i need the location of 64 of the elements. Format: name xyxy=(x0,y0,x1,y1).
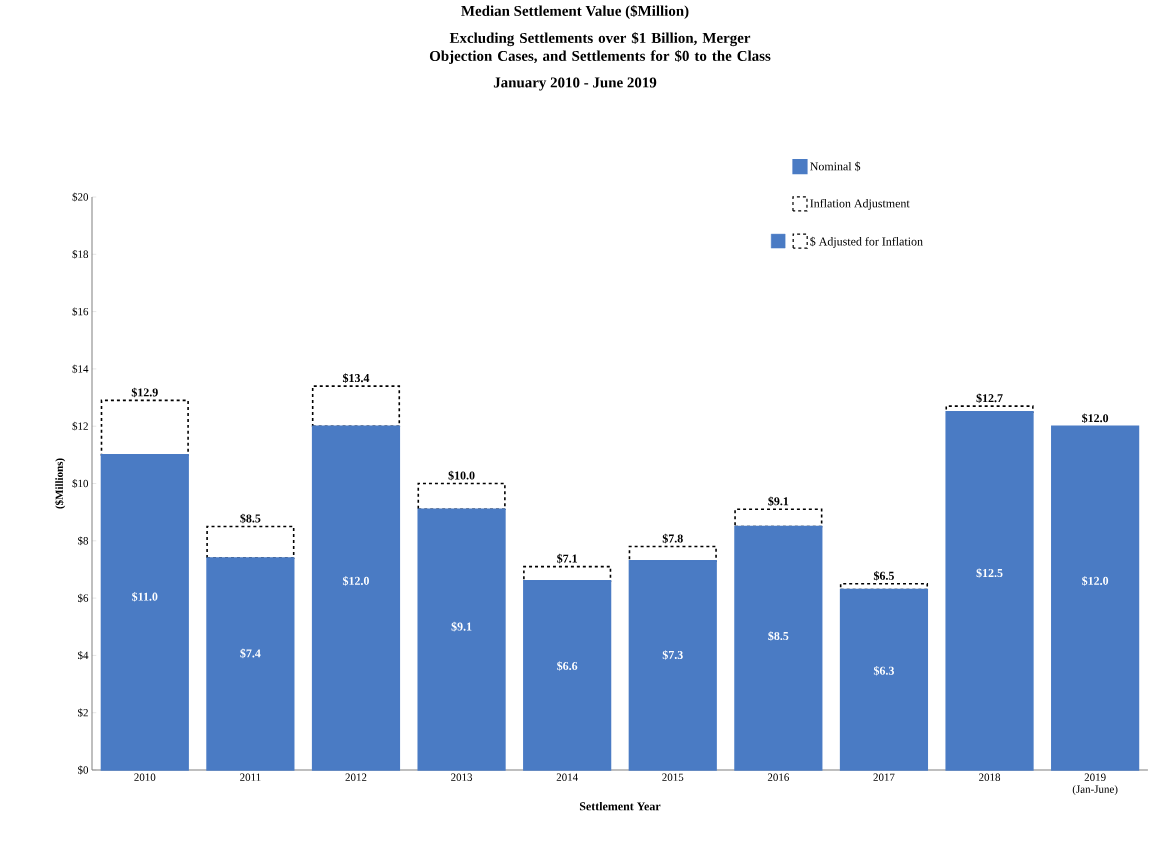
x-tick-label: 2018 xyxy=(979,773,1001,781)
x-tick-label: 2016 xyxy=(767,773,789,781)
legend-label: Nominal $ xyxy=(810,161,861,172)
legend-label: Inflation Adjustment xyxy=(810,198,910,210)
data-label: $6.3 xyxy=(873,665,894,676)
annotation: $ Adjusted for Inflation xyxy=(810,236,923,248)
data-label: $6.6 xyxy=(557,661,578,671)
data-label: $7.4 xyxy=(240,648,261,659)
data-label: $9.1 xyxy=(451,621,472,632)
bar xyxy=(311,425,401,771)
bar xyxy=(206,557,295,771)
bar xyxy=(734,525,823,771)
bar xyxy=(417,482,506,511)
bar xyxy=(311,385,401,428)
chart-subtitle: Excluding Settlements over $1 Billion, Merger Objection Cases, and Settlements for $0 to the Class xyxy=(429,32,771,64)
total-label: $12.0 xyxy=(1082,413,1109,423)
x-tick-label: 2012 xyxy=(345,773,367,781)
chart-title: Median Settlement Value ($Million) xyxy=(461,5,689,20)
total-label: $6.5 xyxy=(873,571,894,581)
x-tick-label: 2017 xyxy=(873,773,895,781)
y-tick-label: $16 xyxy=(72,307,89,316)
total-label: $9.1 xyxy=(768,496,789,507)
y-tick-label: $6 xyxy=(77,593,89,603)
y-tick-label: $4 xyxy=(77,651,89,660)
y-tick-label: $14 xyxy=(72,364,89,374)
y-tick-label: $12 xyxy=(72,421,88,431)
text: January 2010 - June 2019 xyxy=(493,77,657,91)
bar xyxy=(1051,425,1140,771)
y-tick-label: $10 xyxy=(72,479,89,488)
y-tick-label: $8 xyxy=(77,536,89,546)
bar xyxy=(628,560,717,771)
total-label: $13.4 xyxy=(342,373,370,383)
x-axis-title: Settlement Year xyxy=(579,801,661,811)
data-label: $12.0 xyxy=(1082,576,1109,586)
total-label: $8.5 xyxy=(240,513,261,524)
total-label: $7.8 xyxy=(662,533,683,544)
bar xyxy=(734,508,823,528)
x-tick-label: 2019 (Jan-June) xyxy=(1072,773,1118,796)
y-axis-title: ($Millions) xyxy=(54,458,66,509)
x-tick-label: 2011 xyxy=(240,773,261,781)
bar xyxy=(945,411,1034,771)
x-tick-label: 2013 xyxy=(451,773,473,781)
data-label: $12.5 xyxy=(976,568,1003,578)
y-tick-label: $20 xyxy=(72,192,89,202)
bar xyxy=(206,525,295,559)
data-label: $8.5 xyxy=(768,631,789,641)
total-label: $12.7 xyxy=(976,393,1003,403)
bar xyxy=(100,454,189,771)
bar xyxy=(523,580,612,771)
total-label: $7.1 xyxy=(557,553,578,564)
data-label: $12.0 xyxy=(342,576,369,586)
bar xyxy=(417,508,506,771)
bar xyxy=(100,399,189,456)
data-label: $7.3 xyxy=(662,650,683,660)
x-tick-label: 2014 xyxy=(556,773,578,781)
y-tick-label: $0 xyxy=(77,765,89,775)
y-tick-label: $18 xyxy=(72,249,89,259)
bar xyxy=(839,588,929,771)
x-tick-label: 2015 xyxy=(662,773,684,781)
y-tick-label: $2 xyxy=(77,708,88,718)
total-label: $10.0 xyxy=(448,470,475,481)
total-label: $12.9 xyxy=(131,387,158,398)
data-label: $11.0 xyxy=(132,591,158,602)
x-tick-label: 2010 xyxy=(134,773,156,781)
